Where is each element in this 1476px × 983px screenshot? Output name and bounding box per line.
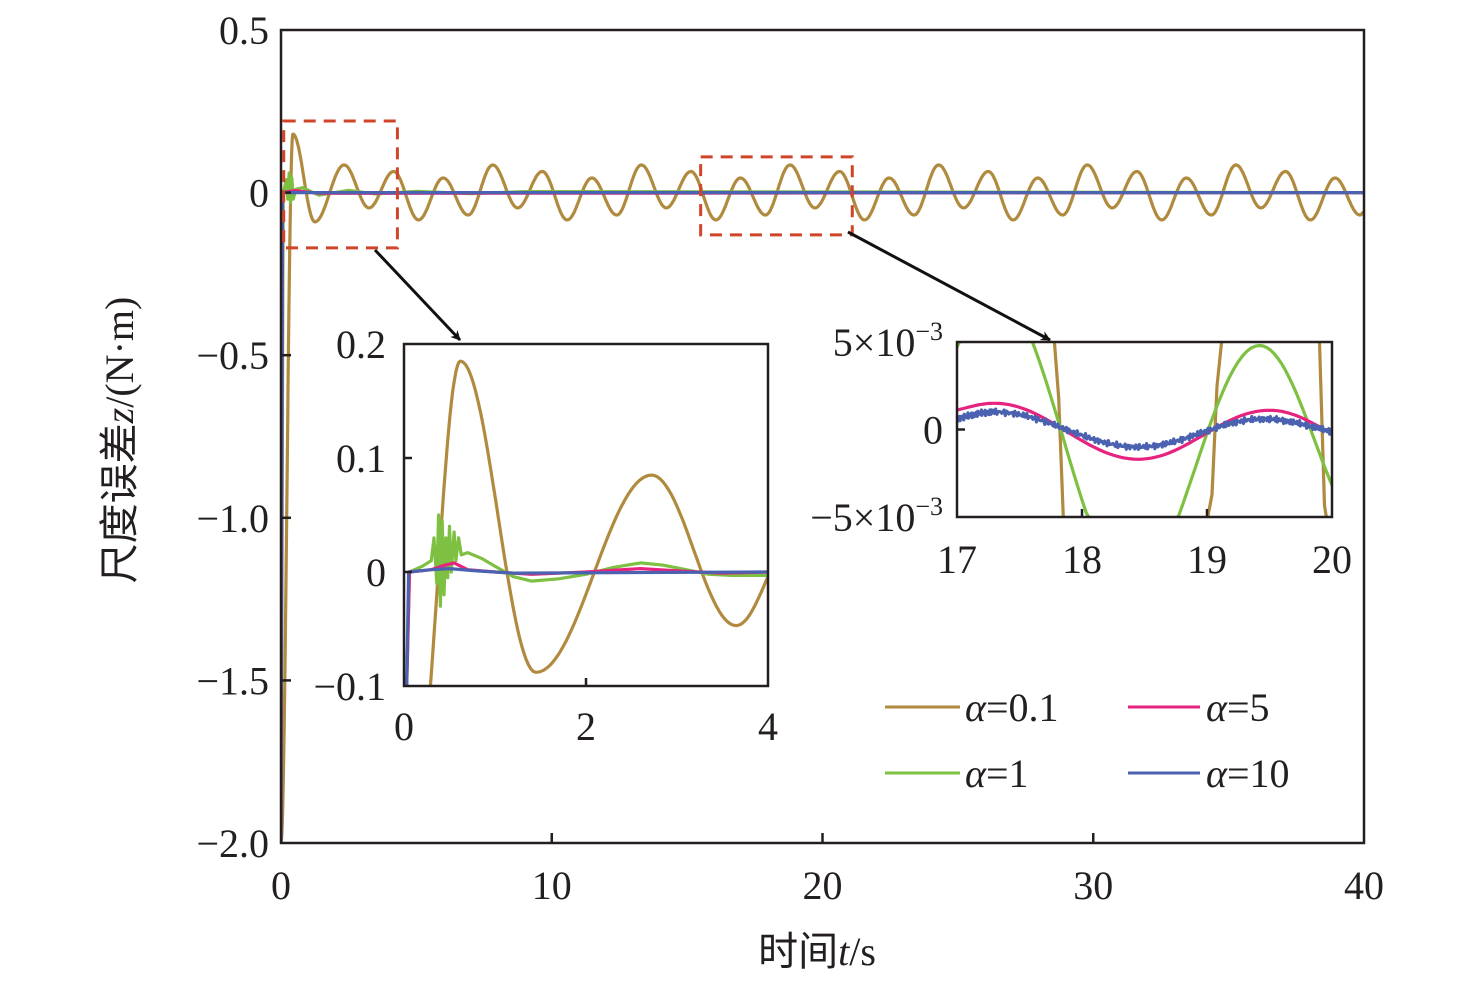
legend-entry-alpha-0-1: α=0.1 (885, 685, 1059, 730)
main-axis-ticks: 0 10 20 30 400.50−0.5−1.0−1.5−2.0 (196, 8, 1384, 908)
y-tick-label: −0.1 (313, 664, 386, 709)
y-tick-label: 0 (249, 171, 269, 216)
x-tick-label: 17 (937, 537, 977, 582)
inset-late-background (957, 342, 1332, 517)
y-tick-label: 0.2 (336, 322, 386, 367)
y-tick-label: −1.5 (196, 658, 269, 703)
legend-entry-alpha-1: α=1 (885, 751, 1029, 796)
x-tick-label: 18 (1062, 537, 1102, 582)
legend-label: α=10 (1206, 751, 1290, 796)
zoom-arrow-early (373, 248, 462, 342)
zoom-region-box (282, 119, 399, 250)
legend-label: α=0.1 (965, 685, 1059, 730)
y-tick-mantissa: −5×10 (810, 495, 915, 540)
x-tick-label: 10 (532, 863, 572, 908)
legend-entry-alpha-10: α=10 (1128, 751, 1290, 796)
main-plot-area: 0 10 20 30 400.50−0.5−1.0−1.5−2.0 (196, 8, 1384, 908)
y-axis-label: 尺度误差z/(N·m) (97, 297, 142, 584)
series-line---10 (957, 407, 1332, 451)
y-tick-exponent: −3 (915, 317, 943, 346)
legend-label: α=5 (1206, 685, 1270, 730)
x-tick-label: 20 (1312, 537, 1352, 582)
inset-late-series-group (957, 342, 1332, 517)
zoom-arrow-late (847, 230, 1051, 342)
series-line---1 (957, 342, 1332, 517)
y-tick-label: −2.0 (196, 821, 269, 866)
y-tick-mantissa: 5×10 (833, 320, 916, 365)
x-tick-label: 19 (1187, 537, 1227, 582)
x-tick-label: 2 (576, 704, 596, 749)
x-tick-label: 30 (1073, 863, 1113, 908)
y-tick-label: 0.5 (219, 8, 269, 53)
legend-entry-alpha-5: α=5 (1128, 685, 1270, 730)
x-tick-label: 40 (1344, 863, 1384, 908)
inset-early-ticks: 0 2 40.20.10−0.1 (313, 322, 778, 749)
y-tick-exponent: −3 (915, 492, 943, 521)
y-tick-mantissa: 0 (923, 408, 943, 453)
zoom-region-boxes (282, 119, 854, 250)
y-tick-label: −5×10−3 (810, 492, 943, 540)
inset-late-ticks: 17 18 19 205×10−30−5×10−3 (810, 317, 1352, 582)
x-axis-label: 时间t/s (758, 929, 876, 974)
y-tick-label: 5×10−3 (833, 317, 943, 365)
inset-early: 0 2 40.20.10−0.1 (313, 322, 778, 749)
x-tick-label: 0 (394, 704, 414, 749)
series-line---1 (405, 513, 768, 686)
inset-late: 17 18 19 205×10−30−5×10−3 (810, 317, 1352, 582)
y-tick-label: 0.1 (336, 436, 386, 481)
x-tick-label: 4 (758, 704, 778, 749)
y-tick-label: −0.5 (196, 333, 269, 378)
y-tick-label: 0 (366, 550, 386, 595)
inset-early-background (404, 344, 768, 686)
series-line---0-1 (281, 132, 1364, 843)
x-tick-label: 0 (271, 863, 291, 908)
x-tick-label: 20 (803, 863, 843, 908)
legend: α=0.1 α=5 α=1 α=10 (885, 685, 1290, 796)
y-tick-label: 0 (923, 408, 943, 453)
y-tick-label: −1.0 (196, 496, 269, 541)
legend-label: α=1 (965, 751, 1029, 796)
series-line---5 (957, 401, 1332, 461)
zoom-region-box (699, 155, 854, 237)
